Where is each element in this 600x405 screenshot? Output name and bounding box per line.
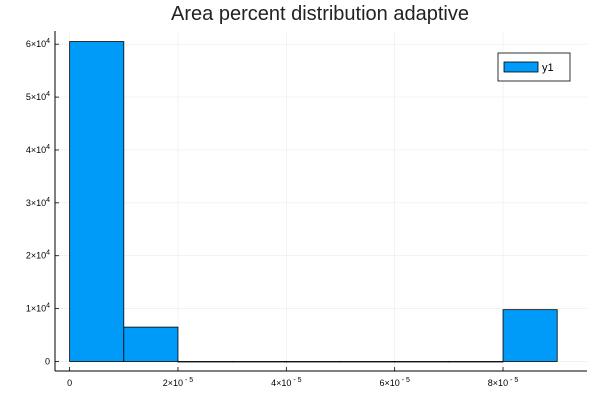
- y-tick-label: 0: [45, 356, 50, 366]
- y-tick-label: 1×104: [26, 303, 50, 314]
- histogram-bar: [448, 361, 504, 363]
- y-tick-label: 4×104: [26, 144, 50, 155]
- axes: 0 2×10- 5 4×10- 5 6×10- 5 8×10- 5 0 1×104 2×104…: [26, 31, 587, 388]
- x-tick-label: 2×10- 5: [163, 377, 194, 388]
- y-tick-label: 2×104: [26, 250, 50, 261]
- chart-title: Area percent distribution adaptive: [171, 3, 469, 25]
- histogram-bar: [502, 309, 558, 362]
- y-tick-label: 3×104: [26, 197, 50, 208]
- histogram-bar: [285, 361, 341, 363]
- histogram-bar: [231, 361, 287, 363]
- histogram-bar: [177, 361, 233, 363]
- x-tick-label: 0: [67, 378, 72, 388]
- x-tick-label: 8×10- 5: [488, 377, 519, 388]
- histogram-bar: [394, 361, 450, 363]
- x-tick-label: 4×10- 5: [271, 377, 302, 388]
- bars: [69, 41, 558, 363]
- y-tick-label: 5×104: [26, 91, 50, 102]
- histogram-bar: [123, 326, 179, 362]
- legend-label: y1: [542, 62, 554, 74]
- legend: y1: [497, 52, 571, 82]
- y-tick-label: 6×104: [26, 38, 50, 49]
- x-tick-label: 6×10- 5: [379, 377, 410, 388]
- histogram-bar: [69, 41, 125, 362]
- histogram-bar: [340, 361, 396, 363]
- legend-swatch: [503, 61, 539, 73]
